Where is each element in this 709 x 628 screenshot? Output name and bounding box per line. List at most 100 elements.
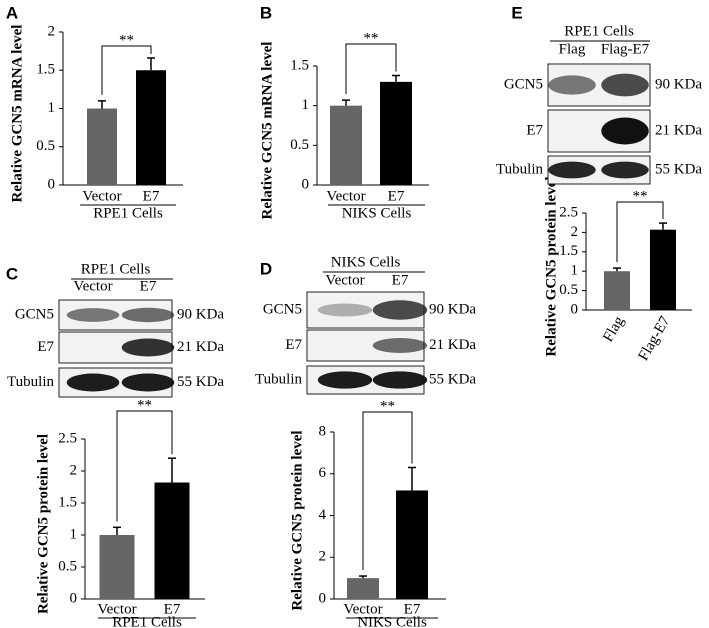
x-tick-label: Vector — [82, 188, 121, 204]
lane-label: Vector — [73, 278, 112, 294]
y-tick-label: 1 — [48, 100, 56, 116]
blot-band — [548, 161, 596, 179]
lane-label: E7 — [392, 272, 409, 288]
y-tick-label: 4 — [319, 507, 327, 523]
size-label: 90 KDa — [429, 301, 476, 317]
group-label: RPE1 Cells — [112, 614, 182, 628]
blot-band — [66, 308, 120, 322]
x-tick-label: Flag-E7 — [635, 313, 673, 363]
panel-letter: C — [6, 264, 18, 283]
bar — [136, 70, 166, 185]
group-label: NIKS Cells — [342, 205, 412, 221]
y-tick-label: 1.5 — [36, 62, 55, 78]
y-tick-label: 0 — [48, 176, 56, 192]
x-tick-label: E7 — [388, 188, 405, 204]
y-axis-label: Relative GCN5 protein level — [289, 430, 305, 610]
protein-label: E7 — [526, 122, 543, 138]
protein-label: Tubulin — [7, 374, 54, 390]
blot-band — [601, 117, 649, 145]
bar — [604, 271, 630, 310]
lane-label: Vector — [325, 272, 364, 288]
y-axis-label: Relative GCN5 mRNA level — [259, 42, 275, 220]
panel-letter: E — [511, 3, 522, 22]
protein-label: E7 — [37, 339, 54, 355]
blot-band — [372, 371, 428, 389]
y-tick-label: 1.5 — [290, 57, 309, 73]
size-label: 55 KDa — [429, 371, 476, 387]
blot-band — [601, 73, 649, 97]
y-tick-label: 2 — [70, 462, 78, 478]
y-tick-label: 1 — [302, 97, 310, 113]
size-label: 90 KDa — [177, 306, 224, 322]
group-label: NIKS Cells — [357, 614, 427, 628]
y-axis-label: Relative GCN5 protein level — [543, 176, 559, 356]
blot-title: RPE1 Cells — [564, 23, 634, 39]
panel-letter: D — [260, 259, 272, 278]
blot-band — [66, 373, 120, 392]
bar — [396, 490, 428, 599]
bar — [87, 108, 117, 185]
protein-label: GCN5 — [504, 76, 543, 92]
protein-label: GCN5 — [263, 301, 302, 317]
blot-band — [121, 338, 175, 357]
y-tick-label: 0.5 — [559, 282, 578, 298]
x-tick-label: Flag — [600, 313, 627, 345]
significance-label: ** — [364, 30, 379, 46]
y-tick-label: 0.5 — [290, 137, 309, 153]
panel-letter: A — [6, 3, 18, 22]
panel-letter: B — [260, 3, 272, 22]
lane-label: E7 — [140, 278, 157, 294]
y-tick-label: 0 — [70, 590, 78, 606]
significance-label: ** — [119, 32, 134, 48]
lane-label: Flag-E7 — [601, 41, 650, 57]
y-axis-label: Relative GCN5 mRNA level — [9, 25, 25, 203]
significance-label: ** — [380, 398, 395, 414]
size-label: 21 KDa — [177, 339, 224, 355]
y-tick-label: 1.5 — [559, 243, 578, 259]
y-tick-label: 2 — [571, 224, 579, 240]
size-label: 90 KDa — [655, 76, 702, 92]
bar — [330, 105, 362, 185]
y-tick-label: 8 — [319, 423, 327, 439]
size-label: 55 KDa — [655, 161, 702, 177]
bar — [650, 229, 676, 310]
bar — [380, 81, 412, 185]
blot-band — [601, 161, 649, 179]
y-tick-label: 0.5 — [58, 558, 77, 574]
blot-band — [317, 303, 373, 317]
significance-bracket — [616, 201, 664, 263]
x-tick-label: E7 — [164, 601, 181, 617]
protein-label: E7 — [285, 337, 302, 353]
protein-label: Tubulin — [255, 371, 302, 387]
y-tick-label: 1 — [571, 263, 579, 279]
y-tick-label: 1 — [70, 526, 78, 542]
blot-band — [548, 75, 596, 95]
significance-label: ** — [633, 188, 648, 204]
y-tick-label: 0.5 — [36, 138, 55, 154]
bar — [347, 578, 379, 599]
x-tick-label: Vector — [326, 188, 365, 204]
y-tick-label: 6 — [319, 465, 327, 481]
y-axis-label: Relative GCN5 protein level — [35, 434, 51, 614]
x-tick-label: E7 — [404, 601, 421, 617]
protein-label: Tubulin — [496, 161, 543, 177]
blot-band — [121, 373, 175, 392]
blot-band — [317, 371, 373, 389]
y-tick-label: 2.5 — [559, 204, 578, 220]
blot-band — [372, 300, 428, 320]
y-tick-label: 0 — [319, 590, 327, 606]
y-tick-label: 0 — [302, 176, 310, 192]
y-tick-label: 2 — [319, 549, 327, 565]
size-label: 21 KDa — [655, 122, 702, 138]
bar — [154, 482, 190, 599]
significance-bracket — [362, 411, 413, 571]
significance-bracket — [101, 45, 152, 95]
x-tick-label: E7 — [143, 188, 160, 204]
x-tick-label: Vector — [343, 601, 382, 617]
significance-bracket — [116, 410, 173, 522]
size-label: 55 KDa — [177, 374, 224, 390]
blot-title: NIKS Cells — [331, 254, 401, 270]
y-tick-label: 2 — [48, 23, 56, 39]
bar — [99, 535, 135, 599]
significance-label: ** — [137, 397, 152, 413]
